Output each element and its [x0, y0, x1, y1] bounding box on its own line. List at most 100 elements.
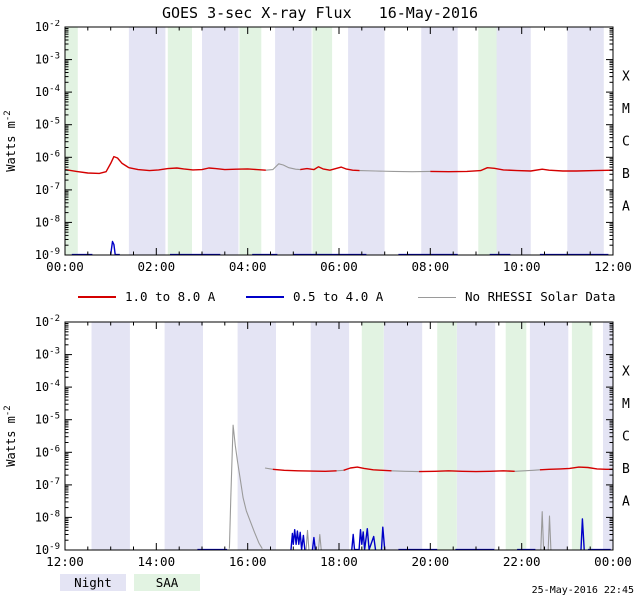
- flux-class-letter: C: [622, 135, 630, 150]
- flux-class-letter: C: [622, 430, 630, 445]
- x-tick-label: 20:00: [411, 554, 449, 569]
- series-legend: 1.0 to 8.0 A 0.5 to 4.0 A No RHESSI Sola…: [0, 288, 640, 306]
- saa-band: [361, 322, 384, 550]
- creation-timestamp: 25-May-2016 22:45: [531, 585, 634, 596]
- saa-band: [167, 27, 192, 255]
- night-band: [348, 27, 385, 255]
- night-band: [567, 27, 604, 255]
- y-tick-label: 10-2: [35, 314, 60, 329]
- saa-band-swatch: SAA: [134, 574, 200, 591]
- night-band: [202, 27, 239, 255]
- top-panel-chart: 00:00 02:00 04:00 06:00 08:00 10:00 12:00 10-2 1…: [3, 20, 632, 274]
- y-tick-label: 10-7: [35, 182, 60, 197]
- flux-class-letter: A: [622, 200, 630, 215]
- y-tick-label: 10-2: [35, 20, 60, 34]
- goes_long-segment: [539, 466, 613, 471]
- legend-item-goes-long: 1.0 to 8.0 A: [78, 288, 215, 306]
- goes_long-segment: [359, 170, 431, 173]
- goes_long-segment: [300, 166, 360, 172]
- legend-item-goes-short: 0.5 to 4.0 A: [246, 288, 383, 306]
- goes_short-segment: [580, 518, 585, 550]
- rhessi_gap-segment: [305, 529, 310, 550]
- rhessi_gap-segment: [540, 511, 545, 550]
- goes_long-segment: [418, 470, 515, 473]
- x-tick-label: 00:00: [594, 554, 632, 569]
- rhessi_gap-segment: [317, 533, 322, 550]
- x-tick-label: 18:00: [320, 554, 358, 569]
- legend-label-rhessi-gap: No RHESSI Solar Data: [465, 289, 616, 304]
- goes_long-segment: [272, 468, 337, 473]
- flux-class-letter: X: [622, 364, 630, 379]
- goes_long-segment: [514, 469, 540, 472]
- goes_short-segment: [351, 527, 377, 551]
- flux-class-letter: M: [622, 397, 630, 412]
- goes_long-segment: [265, 163, 301, 171]
- goes_long-segment: [65, 155, 266, 175]
- night-band: [456, 322, 496, 550]
- flux-class-letter: M: [622, 102, 630, 117]
- y-tick-label: 10-4: [35, 84, 60, 99]
- y-axis-label: Watts m-2: [3, 110, 18, 171]
- saa-band: [65, 27, 78, 255]
- y-tick-label: 10-6: [35, 444, 60, 459]
- night-band: [529, 322, 569, 550]
- y-tick-label: 10-3: [35, 347, 60, 362]
- y-tick-label: 10-7: [35, 477, 60, 492]
- goes_long-segment: [264, 467, 273, 470]
- night-band: [91, 322, 130, 550]
- goes_long-segment: [228, 424, 263, 549]
- night-band: [421, 27, 458, 255]
- x-tick-label: 04:00: [229, 259, 267, 274]
- legend-label-goes-long: 1.0 to 8.0 A: [125, 289, 216, 304]
- night-band: [310, 322, 350, 550]
- legend-line-goes-short: [246, 296, 284, 298]
- y-tick-label: 10-5: [35, 117, 60, 132]
- goes_long-segment: [336, 469, 344, 472]
- rhessi_gap-segment: [547, 515, 552, 550]
- saa-band: [478, 27, 497, 255]
- bottom-panel-chart: 12:00 14:00 16:00 18:00 20:00 22:00 00:00 10-2 1…: [3, 314, 632, 569]
- flux-class-letter: A: [622, 495, 630, 510]
- night-band-swatch: Night: [60, 574, 126, 591]
- y-tick-label: 10-9: [35, 247, 60, 262]
- legend-line-rhessi-gap: [418, 296, 456, 298]
- flux-class-letter: B: [622, 167, 630, 182]
- night-band: [494, 27, 531, 255]
- y-tick-label: 10-8: [35, 509, 60, 524]
- x-tick-label: 14:00: [137, 554, 175, 569]
- saa-band: [437, 322, 457, 550]
- legend-item-rhessi-gap: No RHESSI Solar Data: [418, 288, 616, 306]
- y-tick-label: 10-6: [35, 149, 60, 164]
- x-tick-label: 12:00: [594, 259, 632, 274]
- x-tick-label: 08:00: [411, 259, 449, 274]
- night-band: [275, 27, 312, 255]
- saa-band: [239, 27, 262, 255]
- goes_short-segment: [380, 526, 386, 550]
- flux-class-letter: B: [622, 462, 630, 477]
- goes_short-segment: [290, 528, 306, 551]
- saa-band: [571, 322, 593, 550]
- saa-band: [505, 322, 527, 550]
- goes_long-segment: [391, 470, 419, 473]
- night-band: [164, 322, 203, 550]
- x-tick-label: 02:00: [137, 259, 175, 274]
- y-tick-label: 10-3: [35, 52, 60, 67]
- night-band: [237, 322, 276, 550]
- goes_long-segment: [343, 466, 392, 472]
- flux-class-letter: X: [622, 69, 630, 84]
- night-band: [128, 27, 166, 255]
- x-tick-label: 16:00: [229, 554, 267, 569]
- band-legend: Night SAA: [0, 574, 640, 592]
- x-tick-label: 10:00: [503, 259, 541, 274]
- x-tick-label: 06:00: [320, 259, 358, 274]
- y-tick-label: 10-8: [35, 214, 60, 229]
- legend-line-goes-long: [78, 296, 116, 298]
- night-band: [383, 322, 423, 550]
- y-tick-label: 10-4: [35, 379, 60, 394]
- night-band: [603, 322, 613, 550]
- x-tick-label: 22:00: [503, 554, 541, 569]
- x-tick-label: 12:00: [46, 554, 84, 569]
- chart-title: GOES 3-sec X-ray Flux 16-May-2016: [161, 4, 479, 22]
- goes_short-segment: [311, 536, 316, 550]
